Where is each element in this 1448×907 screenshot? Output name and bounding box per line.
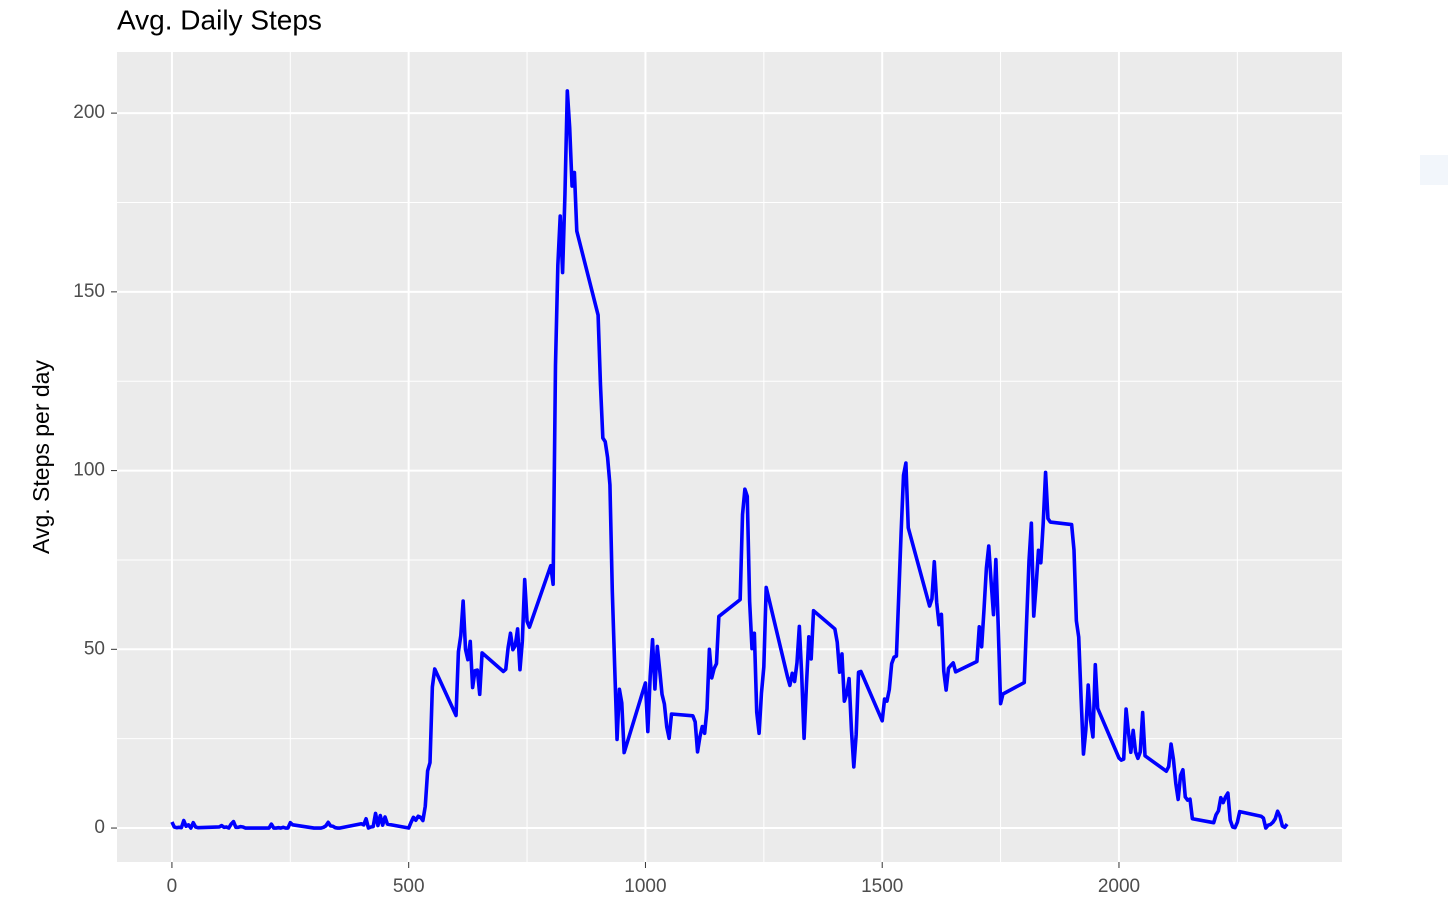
y-tick-label: 0 (94, 817, 105, 838)
x-tick-label: 500 (393, 876, 425, 897)
x-tick-label: 1500 (861, 876, 903, 897)
y-axis-label: Avg. Steps per day (28, 360, 54, 554)
y-tick-label: 150 (73, 281, 105, 302)
chart-title: Avg. Daily Steps (117, 4, 322, 35)
x-tick-label: 1000 (624, 876, 666, 897)
panel (117, 52, 1342, 862)
y-tick-label: 100 (73, 460, 105, 481)
line (170, 89, 1289, 830)
x-tick-label: 0 (167, 876, 178, 897)
y-tick-label: 50 (84, 638, 105, 659)
legend-key (1420, 155, 1448, 185)
x-tick-label: 2000 (1098, 876, 1140, 897)
y-tick-label: 200 (73, 102, 105, 123)
